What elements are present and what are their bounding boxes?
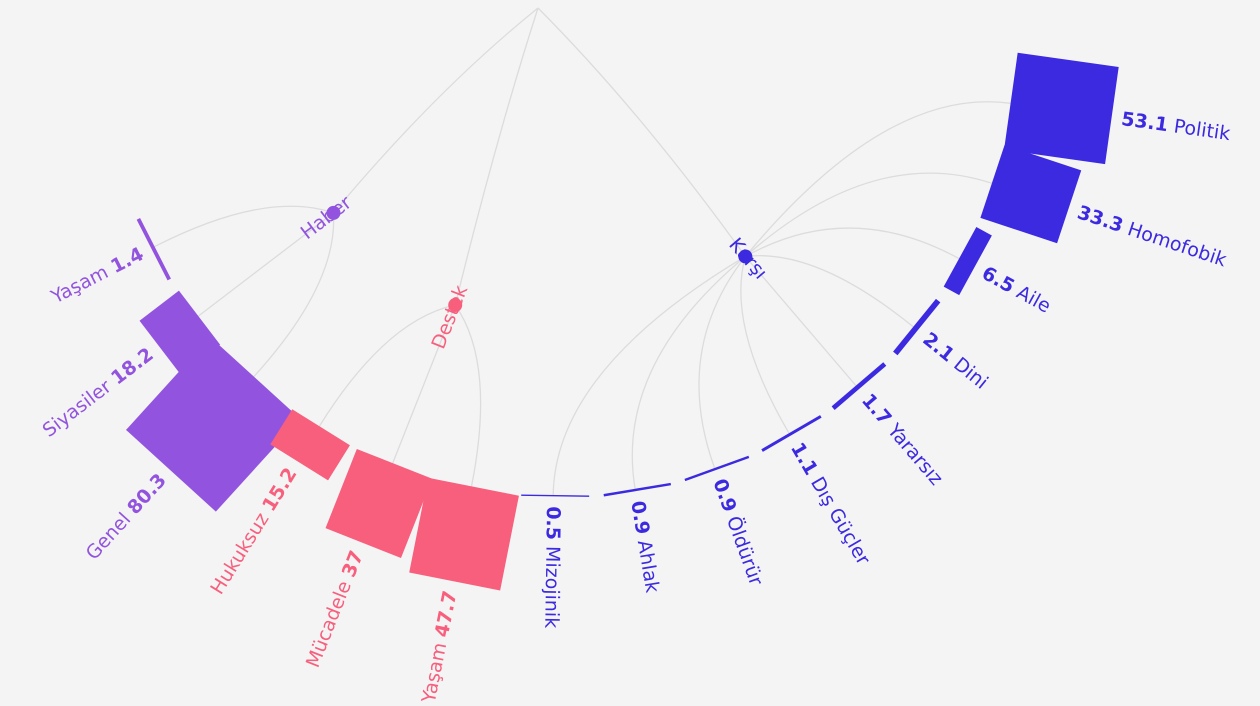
- leaf-name: Yaşam: [47, 261, 112, 309]
- leaf-bar: [831, 362, 887, 410]
- leaf-value: 2.1: [919, 328, 959, 366]
- group-label: Destek: [427, 282, 472, 352]
- leaf-label: Genel 80.3: [81, 469, 170, 564]
- leaf-value: 53.1: [1120, 108, 1169, 136]
- leaf-name: Mizojinik: [541, 546, 564, 628]
- leaf-label: Mücadele 37: [302, 547, 368, 670]
- leaf-value: 6.5: [978, 262, 1018, 297]
- leaf-label: 0.9 Ahlak: [627, 499, 664, 594]
- leaf-bar: [325, 448, 433, 558]
- link: [454, 7, 539, 306]
- group-node: [738, 249, 753, 264]
- link: [740, 256, 790, 434]
- leaf-label: Yaşam 1.4: [47, 243, 147, 309]
- leaf-label: 6.5 Aile: [978, 262, 1054, 317]
- leaf-label: 1.1 Dış Güçler: [786, 439, 874, 569]
- leaf-bar: [1004, 52, 1119, 165]
- leaf-name: Aile: [1013, 281, 1054, 317]
- leaf-bar: [136, 218, 171, 281]
- group-node: [448, 298, 463, 313]
- link: [745, 255, 914, 328]
- leaf-name: Genel: [81, 508, 135, 564]
- leaf-name: Homofobik: [1125, 218, 1229, 271]
- link: [154, 205, 334, 248]
- leaf-name: Hukuksuz: [206, 509, 273, 598]
- link: [318, 304, 456, 427]
- leaf-bar: [521, 494, 590, 497]
- leaf-label: 2.1 Dini: [919, 328, 993, 394]
- leaf-bar: [761, 415, 822, 452]
- leaf-value: 0.9: [627, 499, 654, 536]
- link: [253, 212, 335, 378]
- link: [552, 255, 746, 495]
- leaf-bar: [126, 337, 301, 512]
- leaf-label: 1.7 Yararsız: [857, 389, 947, 489]
- leaf-value: 1.4: [107, 243, 147, 278]
- leaf-bar: [603, 482, 672, 497]
- link: [745, 227, 960, 260]
- link: [392, 304, 456, 464]
- leaf-name: Yararsız: [883, 419, 948, 490]
- leaf-bar: [980, 144, 1082, 244]
- group-label: Haber: [297, 192, 356, 244]
- leaf-name: Siyasiler: [38, 375, 115, 441]
- leaf-label: 53.1 Politik: [1120, 108, 1232, 145]
- leaf-bar: [409, 477, 519, 591]
- link: [197, 212, 334, 317]
- leaf-value: 37: [337, 547, 367, 580]
- leaf-value: 18.2: [107, 343, 158, 389]
- link: [744, 172, 993, 257]
- leaf-name: Yaşam: [417, 641, 451, 706]
- group-node: [326, 205, 341, 220]
- leaf-bar: [684, 455, 750, 482]
- leaf-value: 47.7: [430, 589, 461, 639]
- leaf-name: Dini: [950, 353, 993, 394]
- links: [154, 7, 1011, 495]
- leaf-value: 0.5: [542, 506, 565, 540]
- leaf-name: Mücadele: [302, 578, 356, 671]
- link: [744, 256, 857, 387]
- leaf-value: 80.3: [123, 469, 171, 518]
- link: [454, 304, 482, 487]
- leaf-bar: [943, 227, 992, 296]
- leaf-value: 15.2: [258, 464, 301, 515]
- link: [332, 7, 539, 214]
- leaf-name: Dış Güçler: [806, 473, 874, 569]
- leaf-value: 0.9: [709, 476, 741, 515]
- leaf-value: 1.1: [786, 439, 822, 479]
- leaf-bar: [893, 298, 941, 356]
- leaf-name: Öldürür: [722, 513, 768, 589]
- leaf-value: 1.7: [857, 389, 896, 429]
- link: [537, 7, 746, 257]
- leaf-name: Politik: [1172, 115, 1231, 145]
- leaf-label: Yaşam 47.7: [417, 589, 461, 706]
- leaf-name: Ahlak: [633, 538, 663, 594]
- link: [744, 101, 1011, 257]
- link: [698, 256, 746, 469]
- leaf-label: 0.9 Öldürür: [709, 475, 769, 588]
- leaf-label: 0.5 Mizojinik: [541, 506, 565, 628]
- leaf-bar: [270, 409, 350, 481]
- link: [631, 255, 746, 489]
- leaf-label: 33.3 Homofobik: [1075, 201, 1230, 271]
- leaf-value: 33.3: [1075, 201, 1126, 237]
